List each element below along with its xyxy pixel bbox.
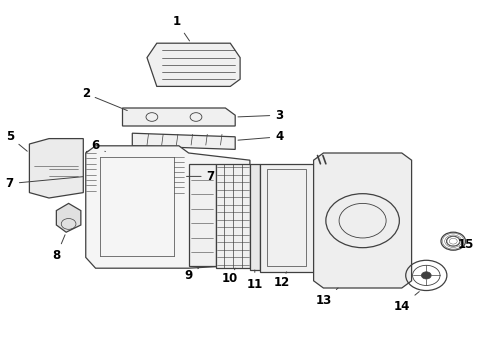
- Text: 4: 4: [238, 130, 283, 143]
- Text: 15: 15: [457, 238, 474, 251]
- Polygon shape: [189, 164, 216, 266]
- Text: 8: 8: [52, 235, 65, 262]
- Text: 7: 7: [187, 170, 215, 183]
- Polygon shape: [260, 164, 314, 272]
- Polygon shape: [86, 146, 250, 268]
- Text: 9: 9: [185, 268, 198, 282]
- Polygon shape: [98, 148, 122, 160]
- Polygon shape: [29, 139, 83, 198]
- Polygon shape: [216, 164, 250, 268]
- Text: 2: 2: [82, 87, 127, 111]
- Polygon shape: [56, 203, 81, 232]
- Text: 3: 3: [238, 109, 283, 122]
- Text: 11: 11: [246, 270, 263, 291]
- Text: 14: 14: [393, 292, 419, 312]
- Polygon shape: [132, 133, 235, 149]
- Text: 13: 13: [315, 288, 338, 307]
- Polygon shape: [122, 108, 235, 126]
- Polygon shape: [314, 153, 412, 288]
- Text: 10: 10: [222, 268, 239, 285]
- Text: 12: 12: [273, 272, 290, 289]
- Circle shape: [421, 272, 431, 279]
- Text: 6: 6: [92, 139, 105, 152]
- Text: 5: 5: [6, 130, 27, 151]
- Polygon shape: [250, 164, 260, 270]
- Text: 7: 7: [6, 177, 83, 190]
- Polygon shape: [174, 155, 184, 196]
- Polygon shape: [86, 151, 96, 194]
- Polygon shape: [147, 43, 240, 86]
- Text: 1: 1: [172, 15, 190, 41]
